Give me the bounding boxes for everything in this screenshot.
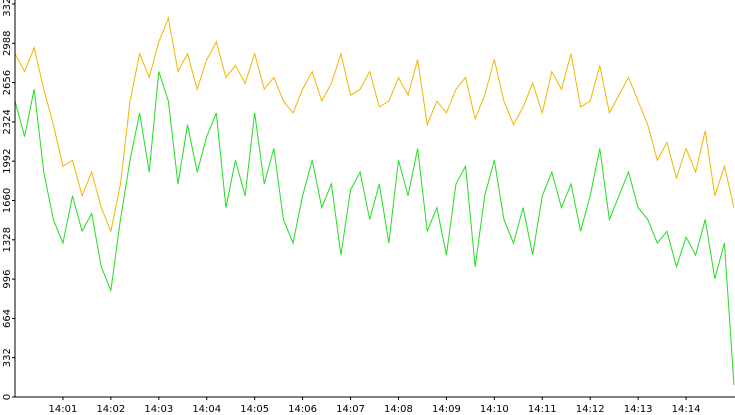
x-tick-label: 14:14 [672,404,701,415]
y-tick-label: 1328 [2,227,13,252]
series-line [14,71,735,386]
x-tick-label: 14:05 [240,404,269,415]
y-tick-label: 664 [2,309,13,328]
y-tick-label: 0 [2,394,13,400]
y-tick-label: 332 [2,348,13,367]
x-tick-label: 14:08 [384,404,413,415]
x-tick-label: 14:13 [624,404,653,415]
y-tick-label: 2656 [2,70,13,95]
x-tick-label: 14:12 [576,404,605,415]
x-tick-label: 14:01 [49,404,78,415]
x-tick-label: 14:10 [480,404,509,415]
x-tick-label: 14:06 [288,404,317,415]
y-tick-label: 3320 [2,0,13,17]
y-tick-label: 2988 [2,31,13,56]
series-line [14,16,735,234]
x-tick-label: 14:04 [192,404,221,415]
y-tick-label: 2324 [2,109,13,134]
x-tick-label: 14:09 [432,404,461,415]
y-tick-label: 1660 [2,188,13,213]
y-tick-label: 1992 [2,148,13,173]
y-tick-label: 996 [2,270,13,289]
x-tick-label: 14:07 [336,404,365,415]
x-tick-label: 14:02 [96,404,125,415]
x-tick-label: 14:03 [144,404,173,415]
x-tick-label: 14:11 [528,404,557,415]
